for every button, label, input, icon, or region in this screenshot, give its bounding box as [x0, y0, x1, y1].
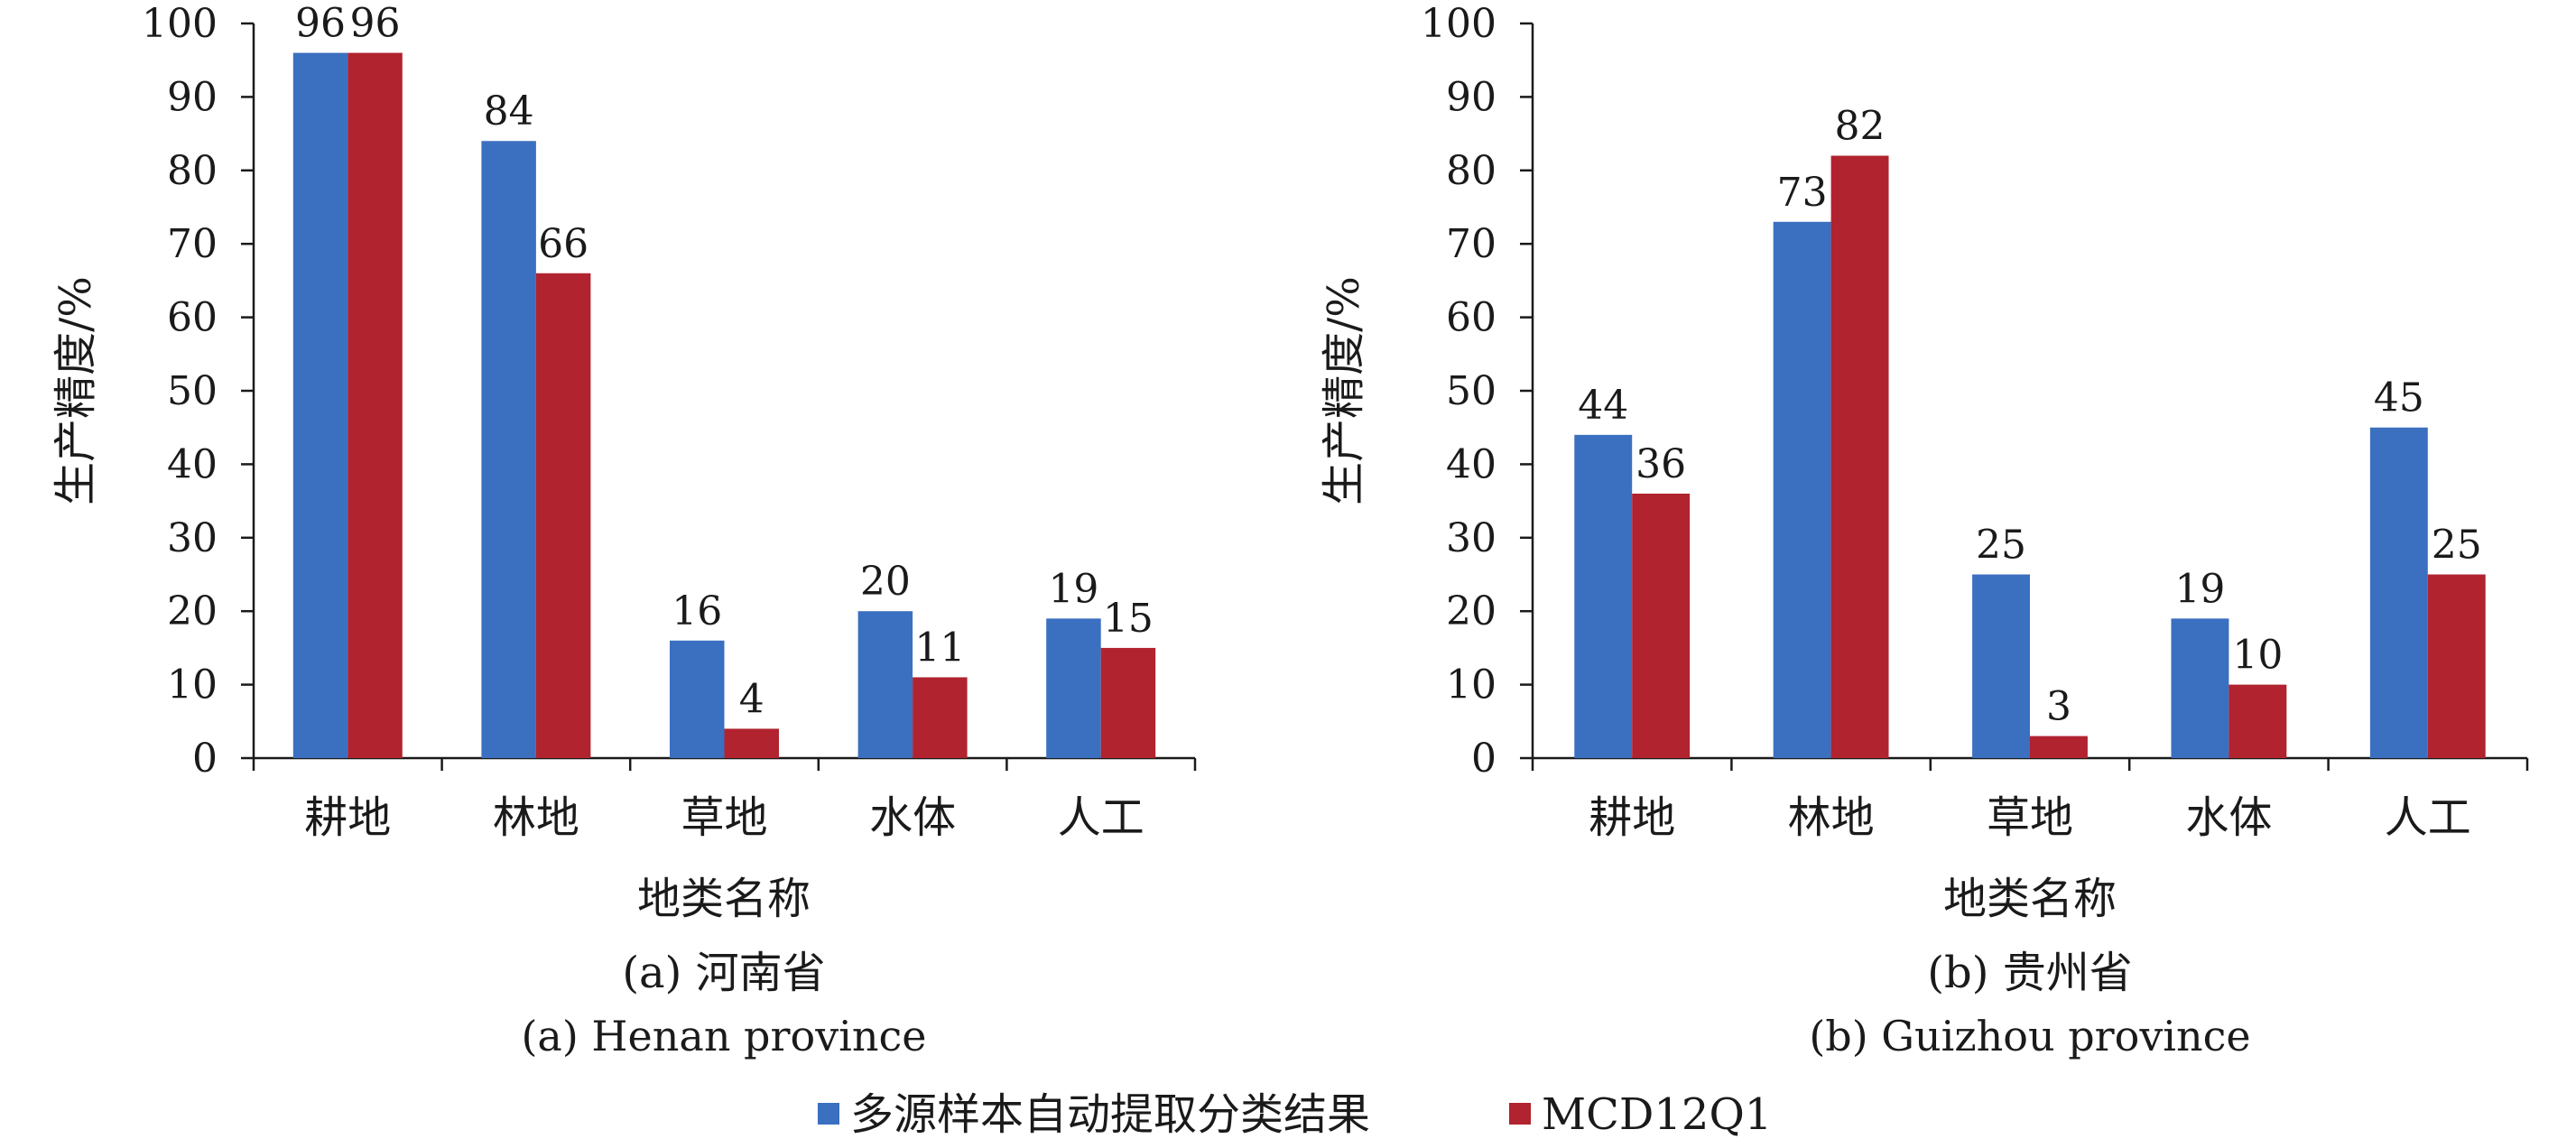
bar-mcd12q1 — [1830, 155, 1889, 758]
bar-multisource — [2171, 618, 2229, 758]
y-tick-label: 0 — [192, 736, 218, 782]
y-tick-label: 10 — [167, 662, 218, 708]
x-category-label: 草地 — [1987, 792, 2073, 843]
y-tick-label: 80 — [1446, 148, 1496, 194]
bar-multisource — [857, 611, 913, 758]
bar-multisource — [292, 52, 348, 759]
chart-subtitle: (a) Henan province — [521, 1012, 926, 1060]
x-category-label: 人工 — [1058, 792, 1144, 843]
data-label: 96 — [350, 1, 401, 47]
y-tick-label: 40 — [167, 441, 218, 487]
y-tick-label: 70 — [167, 221, 218, 267]
bar-mcd12q1 — [913, 677, 968, 758]
legend-label-multisource: 多源样本自动提取分类结果 — [850, 1089, 1370, 1140]
y-tick-label: 20 — [167, 588, 218, 634]
bar-multisource — [1574, 434, 1633, 758]
y-tick-label: 60 — [1446, 295, 1496, 341]
y-axis-title: 生产精度/% — [51, 276, 101, 505]
bar-mcd12q1 — [1632, 493, 1691, 758]
chart-subtitle: (b) Guizhou province — [1809, 1012, 2250, 1060]
y-axis-title: 生产精度/% — [1319, 276, 1369, 505]
y-tick-label: 50 — [167, 368, 218, 414]
bar-multisource — [2369, 427, 2428, 758]
data-label: 25 — [2432, 523, 2482, 569]
y-tick-label: 100 — [1421, 1, 1496, 47]
y-tick-label: 60 — [167, 295, 218, 341]
data-label: 73 — [1777, 170, 1828, 216]
legend-swatch-multisource — [818, 1103, 839, 1125]
x-axis-title: 地类名称 — [637, 874, 811, 924]
y-tick-label: 0 — [1471, 736, 1496, 782]
data-label: 84 — [484, 88, 534, 134]
bar-multisource — [1773, 221, 1831, 758]
y-tick-label: 30 — [1446, 515, 1496, 561]
bar-mcd12q1 — [1100, 647, 1156, 758]
legend-swatch-mcd12q1 — [1509, 1103, 1531, 1125]
x-category-label: 林地 — [1788, 792, 1875, 843]
bar-mcd12q1 — [535, 273, 591, 758]
chart-title: (a) 河南省 — [622, 948, 825, 998]
data-label: 16 — [672, 588, 722, 634]
data-label: 11 — [914, 625, 965, 671]
legend: 多源样本自动提取分类结果 MCD12Q1 — [818, 1089, 1772, 1140]
bar-multisource — [1046, 618, 1101, 758]
data-label: 96 — [295, 1, 346, 47]
x-category-label: 耕地 — [304, 792, 391, 843]
x-category-label: 水体 — [2185, 792, 2272, 843]
data-label: 66 — [538, 221, 588, 267]
data-label: 45 — [2374, 375, 2424, 421]
data-label: 15 — [1103, 596, 1154, 642]
y-tick-label: 90 — [1446, 74, 1496, 120]
bar-mcd12q1 — [347, 52, 403, 759]
y-tick-label: 20 — [1446, 588, 1496, 634]
bar-multisource — [481, 141, 536, 759]
bar-multisource — [670, 640, 725, 758]
data-label: 20 — [860, 559, 911, 605]
y-tick-label: 80 — [167, 148, 218, 194]
data-label: 19 — [1048, 566, 1098, 612]
data-label: 36 — [1635, 441, 1686, 487]
y-tick-label: 40 — [1446, 441, 1496, 487]
legend-label-mcd12q1: MCD12Q1 — [1542, 1089, 1772, 1140]
data-label: 3 — [2046, 684, 2071, 730]
x-category-label: 林地 — [493, 792, 579, 843]
y-tick-label: 90 — [167, 74, 218, 120]
bar-mcd12q1 — [2427, 574, 2486, 758]
y-tick-label: 100 — [142, 1, 218, 47]
y-tick-label: 10 — [1446, 662, 1496, 708]
data-label: 19 — [2174, 566, 2225, 612]
x-category-label: 水体 — [869, 792, 956, 843]
bar-mcd12q1 — [2030, 736, 2088, 758]
x-category-label: 草地 — [681, 792, 767, 843]
data-label: 44 — [1578, 383, 1628, 429]
chart-panel-henan: 0 10 20 30 40 50 60 70 80 90 100 96 96 耕地 84 66 林地 16 4 草地 2… — [51, 1, 1197, 1060]
chart-title: (b) 贵州省 — [1927, 948, 2132, 998]
y-tick-label: 70 — [1446, 221, 1496, 267]
y-tick-label: 30 — [167, 515, 218, 561]
bar-multisource — [1972, 574, 2030, 758]
bar-mcd12q1 — [2229, 684, 2287, 758]
data-label: 4 — [739, 676, 764, 722]
data-label: 82 — [1835, 104, 1886, 150]
data-label: 25 — [1976, 523, 2026, 569]
x-category-label: 耕地 — [1589, 792, 1675, 843]
y-tick-label: 50 — [1446, 368, 1496, 414]
x-axis-title: 地类名称 — [1943, 874, 2117, 924]
x-category-label: 人工 — [2385, 792, 2471, 843]
data-label: 10 — [2232, 633, 2283, 679]
bar-mcd12q1 — [724, 728, 779, 758]
